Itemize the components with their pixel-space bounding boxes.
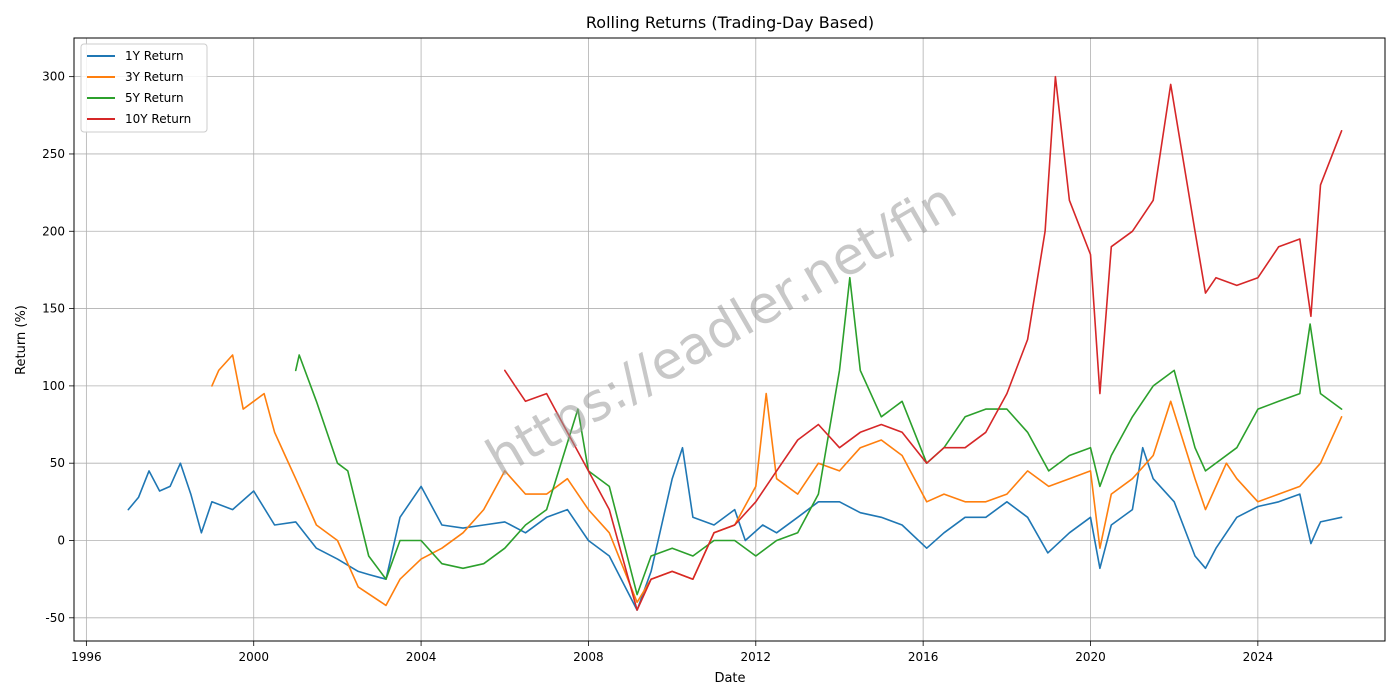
x-tick-label: 2020: [1075, 650, 1106, 664]
legend: 1Y Return 3Y Return 5Y Return 10Y Return: [80, 43, 208, 133]
legend-label: 3Y Return: [125, 70, 184, 84]
y-tick-label: 300: [42, 70, 65, 84]
x-tick-label: 2024: [1243, 650, 1274, 664]
y-tick-label: 150: [42, 302, 65, 316]
x-tick-label: 2004: [406, 650, 437, 664]
legend-label: 5Y Return: [125, 91, 184, 105]
series-line-1y-return: [127, 446, 1343, 611]
y-tick-label: 0: [57, 534, 65, 548]
legend-label: 10Y Return: [125, 112, 191, 126]
chart-title: Rolling Returns (Trading-Day Based): [586, 13, 874, 32]
x-axis-label: Date: [714, 671, 745, 686]
y-tick-label: 200: [42, 224, 65, 238]
y-tick-label: 100: [42, 379, 65, 393]
series-line-5y-return: [294, 276, 1343, 596]
y-tick-label: 250: [42, 147, 65, 161]
grid-layer: [74, 38, 1385, 641]
legend-box: [80, 43, 208, 133]
legend-label: 1Y Return: [125, 49, 184, 63]
y-tick-label: 50: [50, 456, 65, 470]
axis-layer: 1996 2000 2004 2008 2012 2016 2020 2024 -50 0 50 10…: [42, 37, 1386, 664]
watermark-text: https://eadler.net/fin: [476, 171, 966, 489]
y-axis-label: Return (%): [14, 305, 29, 375]
x-tick-label: 2012: [741, 650, 772, 664]
x-tick-label: 2000: [238, 650, 269, 664]
series-line-10y-return: [504, 75, 1343, 611]
x-tick-label: 2016: [908, 650, 939, 664]
watermark-layer: https://eadler.net/fin: [476, 171, 966, 489]
x-tick-label: 1996: [71, 650, 102, 664]
y-tick-label: -50: [45, 611, 65, 625]
series-line-3y-return: [211, 354, 1343, 607]
x-tick-label: 2008: [573, 650, 604, 664]
series-layer: [127, 75, 1343, 611]
plot-frame: [73, 37, 1386, 642]
